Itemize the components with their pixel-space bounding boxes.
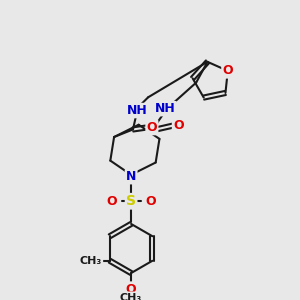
Text: CH₃: CH₃ xyxy=(80,256,102,266)
Text: NH: NH xyxy=(126,104,147,117)
Text: O: O xyxy=(146,195,156,208)
Text: CH₃: CH₃ xyxy=(120,292,142,300)
Text: O: O xyxy=(106,195,117,208)
Text: O: O xyxy=(126,283,136,296)
Text: NH: NH xyxy=(155,102,176,115)
Text: O: O xyxy=(147,121,157,134)
Text: O: O xyxy=(223,64,233,77)
Text: S: S xyxy=(126,194,136,208)
Text: N: N xyxy=(126,170,136,183)
Text: O: O xyxy=(173,119,184,132)
